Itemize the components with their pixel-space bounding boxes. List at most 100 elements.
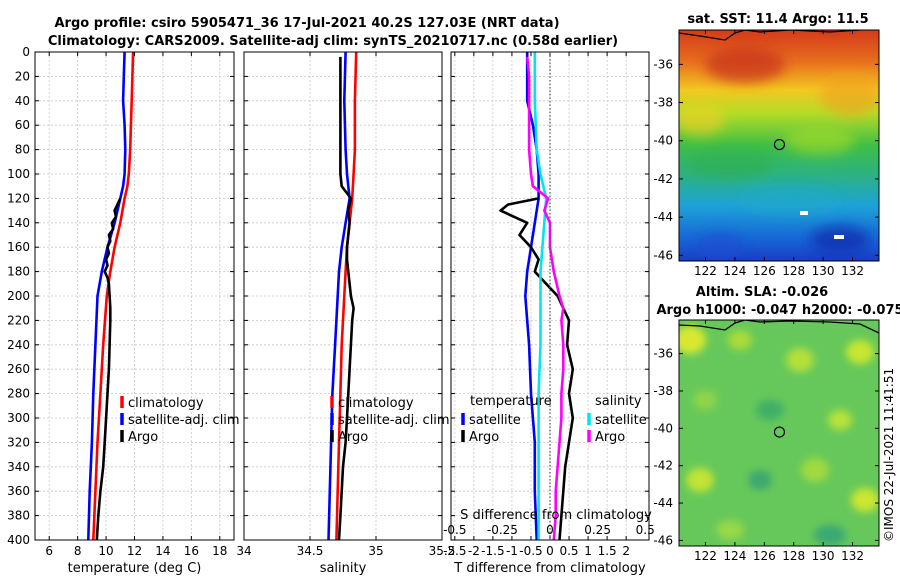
legend-label: Argo <box>128 430 158 445</box>
y-tick-label: 260 <box>7 362 30 376</box>
sst-cloud-gap <box>800 211 808 215</box>
legend-label: satellite <box>595 413 647 428</box>
sla-field <box>679 320 879 546</box>
temperature-panel: 6 8 10 12 14 16 180204060801001201401601802002… <box>7 45 240 576</box>
x-tick-label: 14 <box>155 544 170 558</box>
sst-map: 122 124 126 128 130 132 -36 -38 -40 -42 -44 -46 <box>653 29 880 278</box>
map-y-tick-label: -44 <box>653 496 673 510</box>
series-line-s-satellite <box>533 52 548 540</box>
sst-map-frame <box>678 29 880 262</box>
x-tick-label: -1.5 <box>481 544 504 558</box>
x-tick-label: -2.5 <box>443 544 466 558</box>
x-tick-label: 34 <box>236 544 251 558</box>
sst-cloud-gap <box>834 235 844 239</box>
map-x-tick-label: 132 <box>841 264 864 278</box>
y-tick-label: 40 <box>15 94 30 108</box>
map-x-tick-label: 132 <box>841 549 864 563</box>
map-y-tick-label: -46 <box>653 248 673 262</box>
legend-title-salinity: salinity <box>595 394 642 409</box>
x-tick-label: -2 <box>468 544 480 558</box>
series-line-climatology <box>92 51 135 541</box>
map-y-tick-label: -46 <box>653 533 673 547</box>
y-tick-label: 180 <box>7 265 30 279</box>
map-x-tick-label: 126 <box>753 264 776 278</box>
s-tick-label: -0.25 <box>487 523 518 537</box>
x-tick-label: 8 <box>74 544 82 558</box>
y-tick-label: 380 <box>7 509 30 523</box>
argo-location-marker <box>773 426 786 438</box>
map-x-tick-label: 122 <box>694 549 717 563</box>
legend-title-temperature: temperature <box>470 394 552 409</box>
series-line-s-argo <box>525 56 565 541</box>
s-axis-label: S difference from climatology <box>460 508 652 523</box>
s-tick-label: -0.5 <box>443 523 466 537</box>
y-tick-label: 100 <box>7 167 30 181</box>
map-y-tick-label: -38 <box>653 384 673 398</box>
sst-coastline <box>679 30 861 41</box>
legend-label: satellite-adj. clim <box>128 413 240 428</box>
legend-label: climatology <box>128 396 204 411</box>
map-x-tick-label: 128 <box>782 549 805 563</box>
x-tick-label: 1 <box>584 544 592 558</box>
y-tick-label: 300 <box>7 411 30 425</box>
y-tick-label: 0 <box>22 45 30 59</box>
map-x-tick-label: 130 <box>812 264 835 278</box>
x-tick-label: 2 <box>622 544 630 558</box>
x-tick-label: 1.5 <box>598 544 617 558</box>
y-tick-label: 280 <box>7 387 30 401</box>
x-axis-label: salinity <box>320 561 367 576</box>
map-x-tick-label: 124 <box>723 264 746 278</box>
y-tick-label: 200 <box>7 289 30 303</box>
x-tick-label: 18 <box>212 544 227 558</box>
map-y-tick-label: -42 <box>653 459 673 473</box>
y-tick-label: 80 <box>15 143 30 157</box>
sst-map-axes: 122 124 126 128 130 132 -36 -38 -40 -42 -44 -46 <box>653 30 879 278</box>
salinity-panel: 34 34.5 35 35.5 salinity climatology satellite… <box>236 51 456 576</box>
map-y-tick-label: -40 <box>653 421 673 435</box>
y-tick-label: 220 <box>7 313 30 327</box>
map-x-tick-label: 122 <box>694 264 717 278</box>
x-tick-label: 34.5 <box>297 544 324 558</box>
series-line-t-satellite <box>524 52 540 541</box>
sst-map-title: sat. SST: 11.4 Argo: 11.5 <box>687 12 868 27</box>
sst-texture <box>679 47 879 257</box>
series-line-argo <box>337 56 355 541</box>
s-tick-label: 0.5 <box>636 523 655 537</box>
x-tick-label: 16 <box>184 544 199 558</box>
sla-map-axes: 122 124 126 128 130 132 -36 -38 -40 -42 -44 -46 <box>653 320 879 563</box>
legend-label: satellite <box>469 413 521 428</box>
series-line-satellite-adj-clim <box>87 51 127 541</box>
y-tick-label: 120 <box>7 191 30 205</box>
x-tick-label: 6 <box>45 544 53 558</box>
y-tick-label: 320 <box>7 435 30 449</box>
x-axis-label: temperature (deg C) <box>68 561 202 576</box>
map-x-tick-label: 128 <box>782 264 805 278</box>
difference-panel: -2.5 -2 -1.5 -1 -0.5 0 0.5 1 1.5 2T difference fr… <box>443 51 655 576</box>
legend-label: satellite-adj. clim <box>338 413 450 428</box>
x-tick-label: 10 <box>98 544 113 558</box>
imos-credit: ©IMOS 22-Jul-2021 11:41:51 <box>882 368 896 542</box>
x-tick-label: 35 <box>368 544 383 558</box>
sla-argo-heights: Argo h1000: -0.047 h2000: -0.075 <box>656 303 900 318</box>
y-tick-label: 20 <box>15 69 30 83</box>
figure-title-line2: Climatology: CARS2009. Satellite-adj cli… <box>48 34 618 49</box>
legend-label: Argo <box>469 430 499 445</box>
sla-coastline <box>679 320 879 334</box>
y-tick-label: 240 <box>7 338 30 352</box>
argo-location-marker <box>773 138 786 151</box>
figure-title-line1: Argo profile: csiro 5905471_36 17-Jul-20… <box>54 16 559 31</box>
map-x-tick-label: 126 <box>753 549 776 563</box>
map-x-tick-label: 124 <box>723 549 746 563</box>
x-tick-label: 0 <box>546 544 554 558</box>
s-tick-label: 0.25 <box>584 523 611 537</box>
series-line-argo <box>95 197 122 541</box>
x-tick-label: 0.5 <box>559 544 578 558</box>
y-tick-label: 160 <box>7 240 30 254</box>
x-tick-label: 12 <box>127 544 142 558</box>
x-tick-label: 35.5 <box>429 544 456 558</box>
s-tick-label: 0 <box>546 523 554 537</box>
sla-map: 122 124 126 128 130 132 -36 -38 -40 -42 -44 -46 <box>653 319 880 563</box>
legend-label: Argo <box>595 430 625 445</box>
map-x-tick-label: 130 <box>812 549 835 563</box>
